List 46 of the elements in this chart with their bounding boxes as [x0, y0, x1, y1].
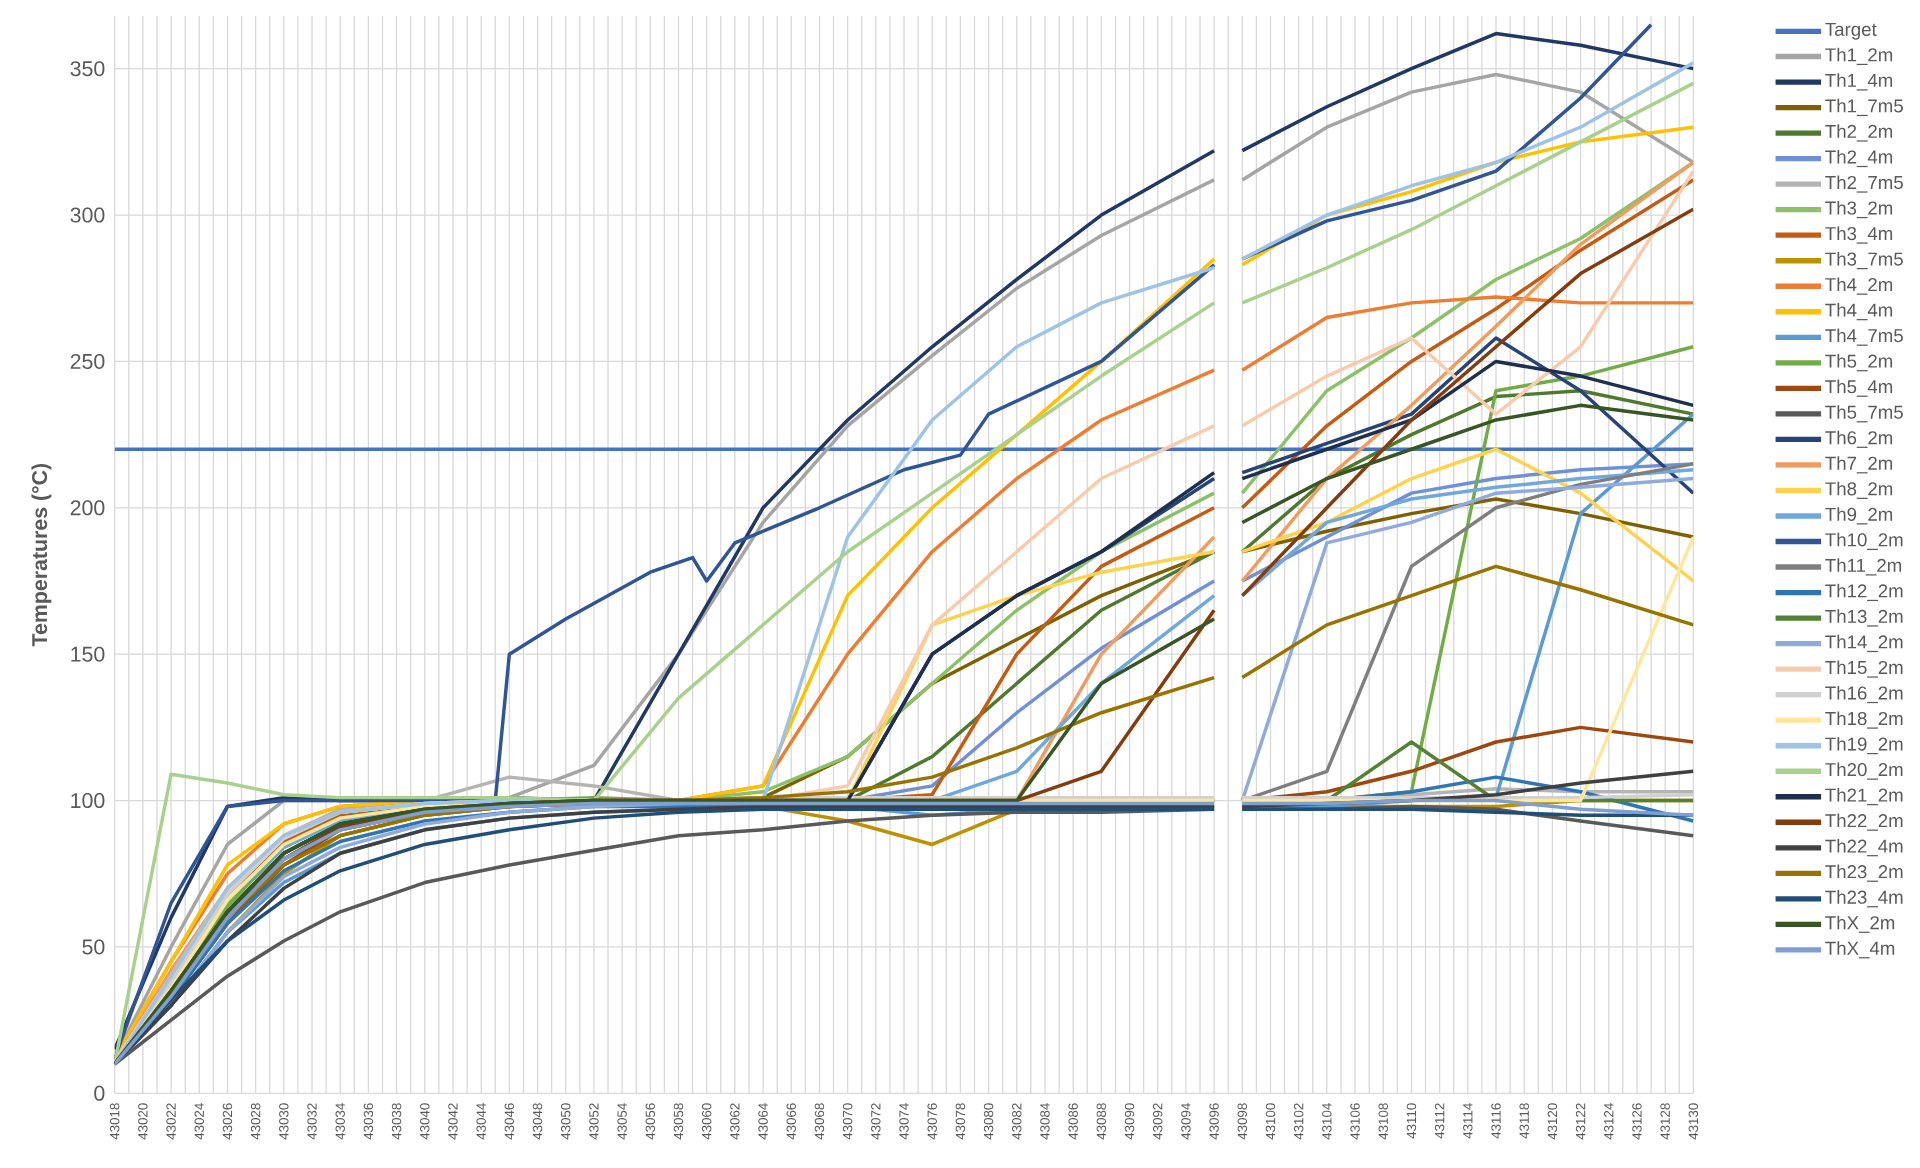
y-tick-label: 150	[71, 646, 105, 662]
y-tick-label: 100	[71, 793, 105, 809]
legend-label: ThX_2m	[1825, 915, 1895, 933]
legend-label: Th1_4m	[1825, 73, 1893, 91]
legend-label: Th5_2m	[1825, 354, 1893, 372]
legend-label: Th22_2m	[1825, 813, 1903, 831]
legend-label: Th4_2m	[1825, 277, 1893, 295]
legend-label: Th4_7m5	[1825, 328, 1903, 346]
legend-label: Th1_7m5	[1825, 98, 1903, 117]
y-tick-label: 200	[70, 500, 105, 516]
legend-label: Th5_7m5	[1825, 405, 1903, 423]
legend-label: Th9_2m	[1825, 507, 1893, 525]
legend-label: Th23_4m	[1825, 890, 1903, 908]
legend-label: Th16_2m	[1825, 685, 1903, 704]
y-tick-label: 350	[70, 61, 105, 77]
y-tick-label: 50	[82, 939, 105, 955]
y-tick-label: 300	[70, 207, 105, 223]
legend-label: Th20_2m	[1825, 762, 1903, 780]
legend-label: Th3_2m	[1825, 200, 1893, 219]
legend-label: Th15_2m	[1825, 660, 1903, 678]
legend-label: Th4_4m	[1825, 303, 1893, 321]
legend-label: Th2_2m	[1825, 124, 1893, 142]
legend-label: Th5_4m	[1825, 379, 1893, 397]
legend-label: ThX_4m	[1825, 941, 1895, 959]
legend-label: Th23_2m	[1825, 864, 1903, 882]
y-tick-label: 0	[94, 1085, 105, 1101]
legend-label: Th3_4m	[1825, 226, 1893, 244]
legend-label: Th21_2m	[1825, 788, 1903, 806]
legend-label: Th6_2m	[1825, 430, 1893, 448]
legend-label: Th11_2m	[1825, 558, 1902, 576]
legend-label: Th22_4m	[1825, 839, 1903, 857]
legend-label: Th10_2m	[1825, 532, 1903, 550]
legend-label: Th8_2m	[1825, 481, 1893, 499]
legend-label: Th14_2m	[1825, 634, 1903, 653]
y-axis-title: Temperatures (°C)	[31, 463, 52, 647]
legend-label: Th13_2m	[1825, 609, 1903, 627]
legend-label: Th19_2m	[1825, 736, 1903, 755]
legend-label: Th2_7m5	[1825, 175, 1903, 193]
legend-label: Th7_2m	[1825, 456, 1893, 474]
legend-label: Th2_4m	[1825, 149, 1893, 168]
legend-label: Th3_7m5	[1825, 251, 1903, 270]
legend-label: Th1_2m	[1825, 47, 1893, 66]
y-tick-label: 250	[70, 353, 105, 369]
legend-label: Th12_2m	[1825, 583, 1903, 602]
legend-label: Target	[1825, 22, 1877, 40]
legend-label: Th18_2m	[1825, 711, 1903, 729]
